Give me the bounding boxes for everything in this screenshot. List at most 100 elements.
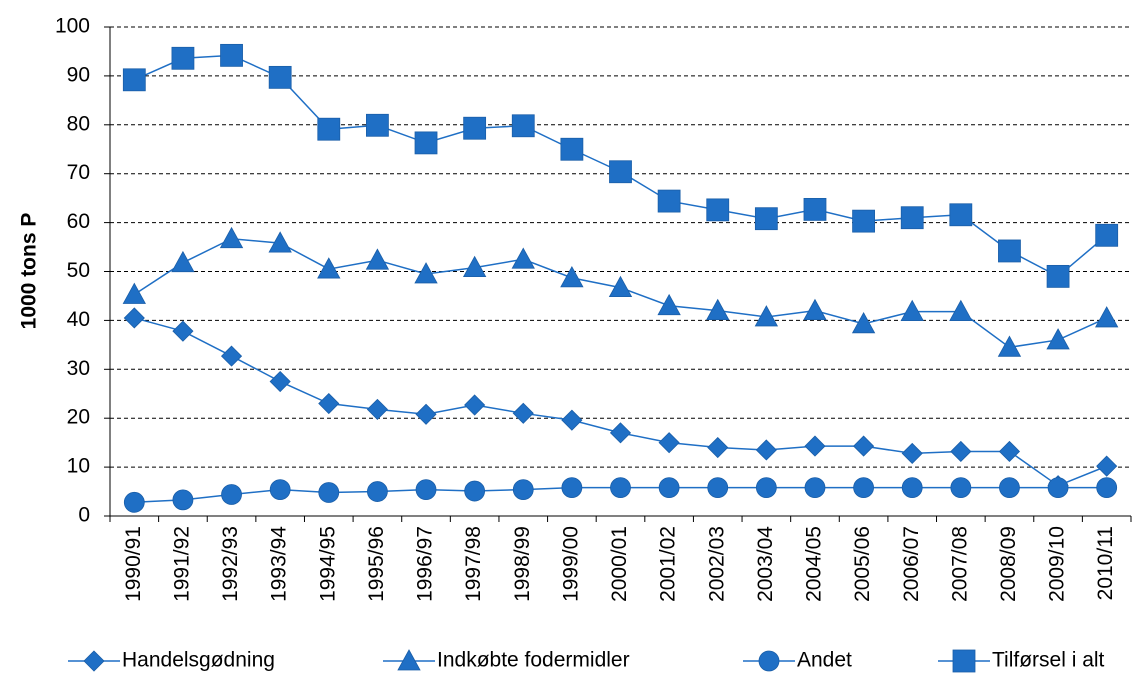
- data-point: [852, 209, 875, 233]
- data-point: [755, 477, 777, 499]
- x-tick-label: 1998/99: [511, 526, 534, 602]
- data-point: [414, 262, 438, 284]
- data-point: [463, 116, 487, 140]
- data-point: [1047, 477, 1069, 499]
- data-point: [561, 477, 583, 499]
- x-tick-label: 1995/96: [365, 526, 388, 602]
- data-point: [464, 394, 486, 416]
- legend-marker: [952, 649, 976, 673]
- data-point: [268, 231, 292, 253]
- data-point: [171, 250, 195, 273]
- data-point: [706, 298, 730, 321]
- data-point: [561, 409, 583, 431]
- data-point: [609, 422, 632, 444]
- data-point: [221, 484, 242, 505]
- data-point: [123, 491, 145, 513]
- data-point: [317, 117, 341, 141]
- data-point: [754, 207, 778, 231]
- y-axis-label: 1000 tons P: [18, 213, 41, 330]
- data-point: [123, 307, 145, 329]
- data-point: [366, 398, 388, 420]
- y-tick-label: 50: [67, 259, 90, 282]
- data-point: [220, 345, 243, 367]
- data-point: [804, 435, 826, 457]
- data-point: [560, 137, 584, 161]
- x-tick-label: 2007/08: [948, 526, 971, 602]
- data-point: [268, 65, 292, 89]
- data-point: [707, 477, 729, 499]
- x-tick-label: 2003/04: [754, 526, 777, 602]
- data-point: [707, 436, 729, 459]
- x-tick-label: 1991/92: [170, 526, 193, 602]
- legend-marker: [83, 650, 105, 672]
- data-point: [851, 311, 876, 334]
- data-point: [367, 481, 388, 502]
- data-point: [608, 275, 633, 298]
- data-point: [998, 239, 1021, 263]
- data-point: [754, 305, 779, 327]
- data-point: [1095, 223, 1119, 247]
- data-point: [415, 479, 437, 500]
- data-point: [269, 370, 291, 393]
- data-point: [172, 489, 194, 511]
- data-point: [997, 335, 1022, 357]
- data-point: [122, 282, 146, 304]
- data-point: [949, 299, 973, 321]
- data-point: [511, 114, 535, 138]
- data-point: [950, 477, 972, 499]
- data-point: [900, 299, 924, 321]
- y-tick-label: 0: [78, 504, 90, 527]
- data-point: [560, 266, 584, 288]
- data-point: [1046, 264, 1070, 288]
- x-tick-label: 2001/02: [657, 526, 680, 602]
- data-point: [803, 197, 827, 221]
- data-point: [1096, 477, 1118, 499]
- legend-label: Andet: [797, 649, 852, 672]
- data-point: [803, 298, 827, 321]
- y-tick-label: 70: [67, 161, 90, 184]
- data-point: [706, 198, 730, 222]
- data-point: [219, 226, 244, 249]
- data-point: [658, 477, 680, 499]
- data-point: [901, 442, 923, 464]
- data-point: [365, 248, 390, 270]
- data-point: [1096, 455, 1118, 477]
- data-point: [950, 440, 972, 463]
- y-tick-label: 80: [67, 112, 90, 135]
- y-tick-label: 40: [67, 308, 90, 331]
- x-tick-label: 1996/97: [414, 526, 437, 602]
- x-tick-label: 1993/94: [268, 526, 291, 602]
- data-point: [317, 257, 341, 279]
- legend-label: Tilførsel i alt: [992, 649, 1105, 672]
- data-point: [269, 479, 291, 500]
- data-point: [658, 432, 680, 454]
- x-tick-label: 2008/09: [997, 526, 1020, 602]
- data-point: [804, 477, 826, 499]
- y-tick-label: 20: [67, 406, 90, 429]
- x-tick-label: 2000/01: [608, 526, 631, 602]
- y-tick-label: 10: [67, 455, 90, 478]
- data-point: [220, 43, 243, 67]
- y-tick-label: 60: [67, 210, 90, 233]
- data-point: [999, 477, 1020, 499]
- data-point: [172, 320, 194, 342]
- x-tick-label: 2009/10: [1046, 526, 1069, 602]
- data-point: [657, 293, 681, 316]
- legend-marker: [397, 649, 421, 671]
- x-tick-label: 1999/00: [559, 526, 582, 602]
- data-point: [657, 189, 681, 213]
- x-tick-label: 2005/06: [851, 526, 874, 602]
- x-tick-label: 1997/98: [462, 526, 485, 602]
- y-tick-label: 100: [55, 15, 90, 38]
- legend-label: Indkøbte fodermidler: [437, 649, 630, 672]
- x-tick-label: 1994/95: [316, 526, 339, 602]
- data-point: [511, 247, 535, 269]
- data-point: [318, 482, 340, 503]
- data-point: [853, 477, 874, 499]
- x-tick-label: 2002/03: [705, 526, 728, 602]
- data-point: [415, 403, 437, 425]
- y-tick-label: 90: [67, 63, 90, 86]
- data-point: [901, 477, 923, 499]
- x-tick-label: 1990/91: [122, 526, 145, 602]
